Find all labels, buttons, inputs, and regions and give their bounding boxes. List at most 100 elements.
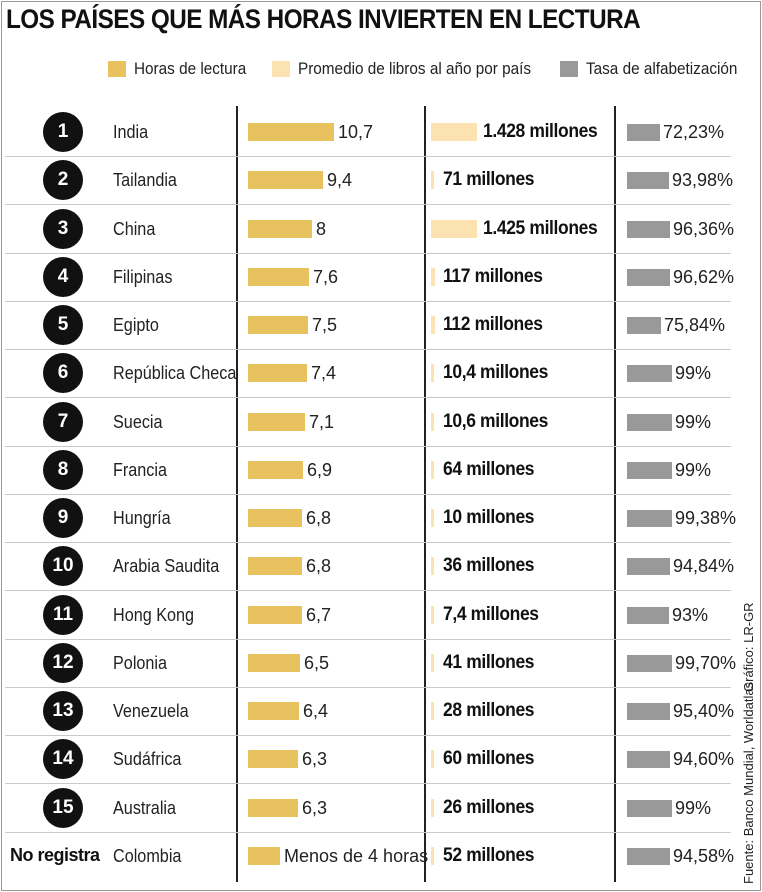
country-name: Arabia Saudita bbox=[113, 556, 220, 577]
country-name: Suecia bbox=[113, 411, 163, 432]
hours-value: 6,7 bbox=[306, 604, 332, 625]
rank-badge: 7 bbox=[43, 401, 83, 442]
books-bar bbox=[431, 509, 434, 527]
hours-value: 9,4 bbox=[327, 170, 353, 191]
books-bar bbox=[431, 702, 434, 720]
literacy-value: 96,62% bbox=[673, 266, 735, 287]
literacy-bar bbox=[627, 510, 672, 527]
hours-bar bbox=[248, 267, 309, 286]
books-bar bbox=[431, 557, 434, 576]
books-value: 52 millones bbox=[443, 844, 535, 866]
books-value: 117 millones bbox=[443, 265, 543, 287]
country-name: Colombia bbox=[113, 845, 182, 866]
literacy-value: 72,23% bbox=[663, 122, 725, 142]
books-bar bbox=[431, 798, 434, 817]
literacy-bar bbox=[627, 703, 670, 720]
hours-value: 6,8 bbox=[306, 508, 332, 528]
books-value: 112 millones bbox=[443, 314, 543, 335]
books-bar bbox=[431, 123, 477, 141]
hours-value: 6,9 bbox=[307, 459, 333, 480]
source-credit: Fuente: Banco Mundial, Worldatlas bbox=[741, 681, 756, 884]
rank-badge: 3 bbox=[43, 208, 83, 249]
literacy-bar bbox=[627, 268, 670, 286]
books-bar bbox=[431, 412, 434, 431]
literacy-value: 99% bbox=[675, 459, 712, 480]
country-name: Polonia bbox=[113, 652, 168, 673]
literacy-value: 99,70% bbox=[675, 652, 737, 673]
books-bar bbox=[431, 364, 434, 383]
literacy-bar bbox=[627, 461, 672, 479]
books-value: 71 millones bbox=[443, 169, 535, 191]
books-value: 10,6 millones bbox=[443, 410, 549, 432]
table-row: No registra Colombia Menos de 4 horas 52 mi… bbox=[5, 832, 734, 880]
books-value: 64 millones bbox=[443, 458, 535, 480]
chart-title: LOS PAÍSES QUE MÁS HORAS INVIERTEN EN LE… bbox=[6, 4, 641, 34]
legend-swatch-books bbox=[272, 61, 290, 77]
country-name: República Checa bbox=[113, 363, 237, 384]
table-row: 10 Arabia Saudita 6,8 36 millones 94,84% bbox=[5, 542, 735, 592]
hours-bar bbox=[248, 846, 280, 865]
hours-value: 7,4 bbox=[311, 363, 337, 384]
table-row: 12 Polonia 6,5 41 millones 99,70% bbox=[5, 639, 736, 688]
books-bar bbox=[431, 316, 435, 334]
table-row: 5 Egipto 7,5 112 millones 75,84% bbox=[5, 301, 731, 350]
literacy-value: 94,60% bbox=[673, 749, 735, 770]
rank-badge: 6 bbox=[43, 353, 83, 394]
legend-label-books: Promedio de libros al año por país bbox=[298, 59, 532, 78]
hours-bar bbox=[248, 364, 307, 383]
table-row: 11 Hong Kong 6,7 7,4 millones 93% bbox=[5, 591, 731, 640]
hours-bar bbox=[248, 557, 302, 576]
hours-value: 8 bbox=[316, 218, 327, 239]
literacy-value: 99% bbox=[675, 363, 712, 384]
rank-badge: 12 bbox=[43, 642, 83, 683]
literacy-value: 99,38% bbox=[675, 508, 737, 528]
table-row: 15 Australia 6,3 26 millones 99% bbox=[5, 784, 731, 833]
table-row: 2 Tailandia 9,4 71 millones 93,98% bbox=[5, 156, 734, 206]
hours-bar bbox=[248, 219, 312, 238]
hours-value: Menos de 4 horas bbox=[284, 845, 429, 866]
books-value: 28 millones bbox=[443, 700, 535, 721]
rank-badge: 4 bbox=[43, 256, 83, 297]
literacy-value: 94,84% bbox=[673, 556, 735, 577]
literacy-bar bbox=[627, 654, 672, 672]
hours-value: 6,4 bbox=[303, 701, 329, 721]
rank-badge: 2 bbox=[43, 160, 83, 201]
hours-bar bbox=[248, 653, 300, 672]
hours-value: 10,7 bbox=[338, 122, 374, 142]
country-name: Francia bbox=[113, 459, 168, 480]
books-bar bbox=[431, 267, 435, 286]
literacy-value: 75,84% bbox=[664, 315, 726, 335]
literacy-bar bbox=[627, 220, 670, 238]
country-name: Tailandia bbox=[113, 170, 177, 191]
books-value: 41 millones bbox=[443, 651, 535, 673]
literacy-bar bbox=[627, 317, 661, 334]
legend-item-books: Promedio de libros al año por país bbox=[272, 56, 557, 82]
country-name: Venezuela bbox=[113, 701, 189, 721]
legend-label-hours: Horas de lectura bbox=[134, 59, 247, 78]
rank-badge: 5 bbox=[43, 305, 83, 345]
legend-item-hours: Horas de lectura bbox=[108, 56, 259, 82]
country-name: Hungría bbox=[113, 508, 171, 528]
table-row: 4 Filipinas 7,6 117 millones 96,62% bbox=[5, 253, 735, 302]
country-name: Filipinas bbox=[113, 266, 173, 287]
literacy-value: 93,98% bbox=[672, 170, 734, 191]
table-row: 7 Suecia 7,1 10,6 millones 99% bbox=[5, 398, 731, 447]
rank-badge: 8 bbox=[43, 449, 83, 490]
country-name: Sudáfrica bbox=[113, 749, 182, 770]
hours-bar bbox=[248, 798, 298, 817]
hours-bar bbox=[248, 316, 308, 334]
rank-badge: 13 bbox=[43, 691, 83, 731]
legend-item-literacy: Tasa de alfabetización bbox=[560, 56, 754, 82]
literacy-bar bbox=[627, 558, 670, 576]
rank-badge: 15 bbox=[43, 787, 83, 828]
legend-label-literacy: Tasa de alfabetización bbox=[586, 59, 738, 78]
rank-badge: 10 bbox=[43, 546, 83, 587]
books-value: 60 millones bbox=[443, 748, 535, 770]
books-bar bbox=[431, 846, 434, 865]
hours-bar bbox=[248, 412, 305, 431]
hours-value: 7,5 bbox=[312, 315, 338, 335]
rank-badge: 11 bbox=[43, 594, 83, 635]
hours-value: 6,3 bbox=[302, 797, 328, 818]
literacy-bar bbox=[627, 124, 660, 141]
